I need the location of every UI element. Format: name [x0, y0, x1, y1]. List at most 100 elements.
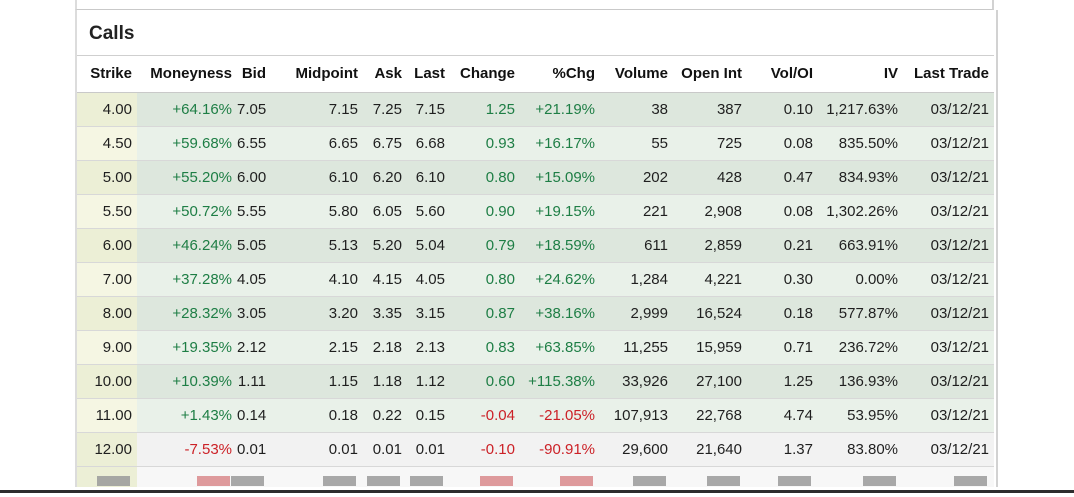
column-header-iv[interactable]: IV — [818, 56, 903, 93]
cell-bid: 4.05 — [237, 262, 271, 297]
cell-pct_chg: +19.15% — [520, 194, 600, 229]
cell-last_trade: 03/12/21 — [903, 92, 994, 127]
cell-vol_oi: 0.08 — [747, 126, 818, 161]
cell-last_trade: 03/12/21 — [903, 228, 994, 263]
column-header-bid[interactable]: Bid — [237, 56, 271, 93]
cell-change: -0.10 — [450, 432, 520, 467]
calls-table-card: Calls Strike Moneyness Bid Midpoint Ask Last C… — [75, 10, 998, 487]
column-header-last[interactable]: Last — [407, 56, 450, 93]
cell-iv: 1,217.63% — [818, 92, 903, 127]
cell-ask: 6.05 — [363, 194, 407, 229]
column-header-open_int[interactable]: Open Int — [673, 56, 747, 93]
cell-bid: 1.11 — [237, 364, 271, 399]
cell-midpoint: 5.80 — [271, 194, 363, 229]
clipped-text-mark — [954, 475, 987, 486]
cell-moneyness: -7.53% — [137, 432, 237, 467]
cell-pct_chg: +21.19% — [520, 92, 600, 127]
cell-iv: 1,302.26% — [818, 194, 903, 229]
cell-open_int: 4,221 — [673, 262, 747, 297]
cell-moneyness: +28.32% — [137, 296, 237, 331]
cell-open_int: 2,859 — [673, 228, 747, 263]
cell-bid: 0.01 — [237, 432, 271, 467]
cell-bid: 7.05 — [237, 92, 271, 127]
cell-vol_oi: 0.18 — [747, 296, 818, 331]
clipped-text-mark — [707, 475, 740, 486]
cell-last: 2.13 — [407, 330, 450, 365]
table-row: 11.00 +1.43% 0.14 0.18 0.22 0.15 -0.04 -21.05% 1… — [77, 398, 994, 433]
cell-open_int: 22,768 — [673, 398, 747, 433]
cell-midpoint: 7.15 — [271, 92, 363, 127]
cell-bid: 6.00 — [237, 160, 271, 195]
cell-vol_oi: 0.30 — [747, 262, 818, 297]
cell-last: 3.15 — [407, 296, 450, 331]
cell-midpoint: 5.13 — [271, 228, 363, 263]
cell-last: 7.15 — [407, 92, 450, 127]
cell-pct_chg: +63.85% — [520, 330, 600, 365]
cell-moneyness: +37.28% — [137, 262, 237, 297]
cell-strike: 9.00 — [77, 330, 137, 365]
cell-open_int: 2,908 — [673, 194, 747, 229]
cell-ask: 0.01 — [363, 432, 407, 467]
column-header-pct_chg[interactable]: %Chg — [520, 56, 600, 93]
cell-volume: 1,284 — [600, 262, 673, 297]
cell-midpoint: 4.10 — [271, 262, 363, 297]
cell-open_int: 16,524 — [673, 296, 747, 331]
cell-iv: 53.95% — [818, 398, 903, 433]
cell-ask: 6.20 — [363, 160, 407, 195]
cell-strike: 6.00 — [77, 228, 137, 263]
table-row: 7.00 +37.28% 4.05 4.10 4.15 4.05 0.80 +24.62% 1,… — [77, 262, 994, 297]
cell-volume: 2,999 — [600, 296, 673, 331]
column-header-midpoint[interactable]: Midpoint — [271, 56, 363, 93]
cell-change: 0.90 — [450, 194, 520, 229]
previous-section-bottom-edge — [75, 0, 994, 10]
cell-change: 0.93 — [450, 126, 520, 161]
cell-ask: 1.18 — [363, 364, 407, 399]
column-header-moneyness[interactable]: Moneyness — [137, 56, 237, 93]
cell-last_trade: 03/12/21 — [903, 398, 994, 433]
cell-pct_chg: -90.91% — [520, 432, 600, 467]
cell-strike: 8.00 — [77, 296, 137, 331]
column-header-vol_oi[interactable]: Vol/OI — [747, 56, 818, 93]
cell-last: 0.15 — [407, 398, 450, 433]
cell-last: 5.60 — [407, 194, 450, 229]
clipped-text-mark — [480, 475, 513, 486]
column-header-volume[interactable]: Volume — [600, 56, 673, 93]
cell-pct_chg: +16.17% — [520, 126, 600, 161]
cell-last_trade: 03/12/21 — [903, 160, 994, 195]
cell-iv: 835.50% — [818, 126, 903, 161]
cell-pct_chg: +38.16% — [520, 296, 600, 331]
cell-ask: 0.22 — [363, 398, 407, 433]
cell-last_trade: 03/12/21 — [903, 262, 994, 297]
cell-change: 1.25 — [450, 92, 520, 127]
cell-open_int: 387 — [673, 92, 747, 127]
column-header-ask[interactable]: Ask — [363, 56, 407, 93]
cell-moneyness: +64.16% — [137, 92, 237, 127]
cell-last: 5.04 — [407, 228, 450, 263]
cell-iv: 834.93% — [818, 160, 903, 195]
cell-volume: 107,913 — [600, 398, 673, 433]
cell-bid: 6.55 — [237, 126, 271, 161]
cell-strike: 5.00 — [77, 160, 137, 195]
column-header-strike[interactable]: Strike — [77, 56, 137, 93]
cell-last: 1.12 — [407, 364, 450, 399]
clipped-text-mark — [323, 475, 356, 486]
clipped-text-mark — [633, 475, 666, 486]
cell-last_trade: 03/12/21 — [903, 296, 994, 331]
cell-midpoint: 6.10 — [271, 160, 363, 195]
column-header-change[interactable]: Change — [450, 56, 520, 93]
cell-vol_oi: 4.74 — [747, 398, 818, 433]
table-row: 10.00 +10.39% 1.11 1.15 1.18 1.12 0.60 +115.38%… — [77, 364, 994, 399]
cell-strike: 7.00 — [77, 262, 137, 297]
cell-strike: 12.00 — [77, 432, 137, 467]
cell-last: 0.01 — [407, 432, 450, 467]
cell-change: 0.80 — [450, 160, 520, 195]
cell-last_trade: 03/12/21 — [903, 330, 994, 365]
column-header-last_trade[interactable]: Last Trade — [903, 56, 994, 93]
bottom-dark-bar — [0, 490, 1074, 493]
cell-vol_oi: 0.71 — [747, 330, 818, 365]
cell-vol_oi: 0.08 — [747, 194, 818, 229]
cell-iv: 83.80% — [818, 432, 903, 467]
cell-midpoint: 0.01 — [271, 432, 363, 467]
cell-pct_chg: +15.09% — [520, 160, 600, 195]
cell-strike: 4.00 — [77, 92, 137, 127]
